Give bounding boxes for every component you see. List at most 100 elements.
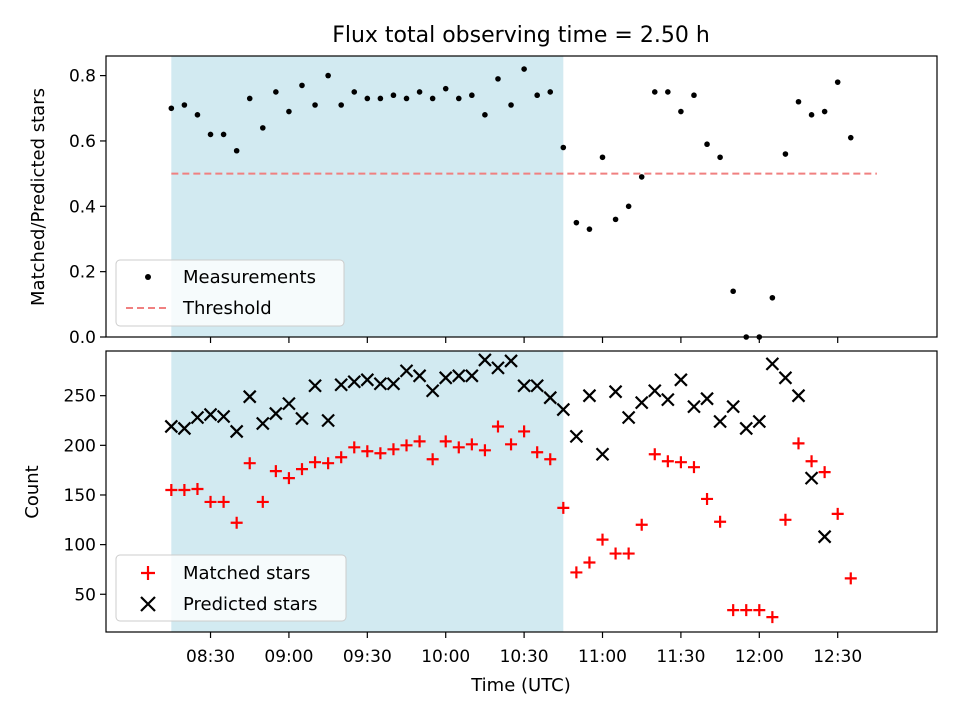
x-tick-label: 11:00 — [578, 647, 627, 667]
count-legend: Matched stars Predicted stars — [115, 554, 347, 622]
matched-stars-point — [674, 456, 687, 469]
measurement-point — [795, 98, 802, 105]
y-tick-label: 150 — [64, 486, 96, 506]
legend-measurements-label: Measurements — [183, 267, 316, 288]
predicted-stars-point — [321, 413, 335, 428]
x-tick-label: 11:30 — [656, 647, 705, 667]
ratio-y-label: Matched/Predicted stars — [28, 88, 49, 306]
matched-stars-point — [374, 447, 387, 460]
predicted-stars-point — [425, 383, 440, 398]
predicted-stars-point — [373, 376, 388, 391]
measurement-point — [834, 79, 841, 85]
chart-title: Flux total observing time = 2.50 h — [332, 23, 710, 48]
matched-stars-point — [844, 572, 857, 585]
x-tick-label: 09:00 — [264, 647, 313, 667]
matched-stars-point — [687, 461, 700, 474]
measurement-point — [678, 108, 684, 115]
ratio-panel: Measurements Threshold 0.0 0.2 0.4 0.6 0.8 M… — [28, 55, 938, 348]
measurement-point — [482, 112, 488, 118]
measurement-point — [299, 82, 305, 89]
measurement-point — [416, 89, 423, 95]
count-y-label: Count — [22, 465, 43, 518]
predicted-stars-point — [269, 406, 283, 421]
predicted-stars-point — [164, 419, 179, 434]
matched-stars-point — [348, 441, 361, 454]
matched-stars-point — [478, 444, 491, 457]
predicted-stars-point — [817, 529, 832, 544]
y-tick-label: 0.4 — [69, 197, 96, 217]
measurement-point — [782, 151, 789, 157]
count-panel: Matched stars Predicted stars 50 100 150 20… — [22, 350, 938, 696]
ratio-y-axis: 0.0 0.2 0.4 0.6 0.8 — [69, 67, 106, 348]
predicted-stars-point — [530, 378, 544, 393]
x-tick-label: 10:30 — [500, 647, 549, 667]
x-axis-label: Time (UTC) — [470, 675, 571, 696]
measurement-point — [508, 102, 514, 108]
measurement-point — [194, 112, 201, 118]
predicted-stars-point — [216, 409, 231, 424]
predicted-stars-point — [399, 364, 414, 378]
matched-stars-point — [426, 453, 439, 466]
measurement-point — [821, 108, 828, 115]
predicted-stars-point — [804, 471, 819, 485]
legend-predicted-marker — [140, 596, 156, 612]
measurement-point — [665, 89, 671, 95]
matched-stars-point — [818, 466, 831, 479]
measurement-point — [638, 174, 645, 180]
predicted-stars-point — [700, 391, 714, 406]
predicted-stars-point — [190, 410, 205, 425]
matched-stars-point — [400, 439, 413, 452]
predicted-stars-point — [229, 424, 244, 439]
measurement-point — [246, 95, 253, 102]
ratio-x-ticks — [209, 337, 839, 343]
predicted-stars-point — [295, 411, 309, 426]
predicted-stars-point — [386, 376, 401, 391]
predicted-stars-point — [308, 378, 322, 393]
matched-stars-point — [779, 513, 792, 526]
predicted-stars-point — [177, 421, 192, 436]
y-tick-label: 250 — [64, 387, 96, 407]
predicted-stars-point — [465, 369, 479, 383]
matched-stars-point — [309, 456, 322, 469]
predicted-stars-point — [582, 388, 597, 403]
measurement-point — [168, 105, 175, 112]
matched-stars-point — [165, 484, 178, 497]
measurement-point — [207, 131, 214, 138]
matched-stars-point — [740, 604, 753, 617]
predicted-stars-point — [569, 429, 584, 444]
matched-stars-point — [635, 518, 648, 531]
legend-matched-marker — [141, 566, 155, 580]
y-tick-label: 0.0 — [69, 328, 96, 348]
measurement-point — [625, 203, 632, 210]
matched-stars-point — [792, 437, 805, 450]
predicted-stars-point — [478, 353, 492, 367]
x-tick-label: 10:00 — [421, 647, 470, 667]
measurement-point — [469, 92, 475, 99]
measurement-point — [547, 89, 554, 95]
ratio-legend: Measurements Threshold — [115, 259, 345, 327]
matched-stars-point — [387, 443, 400, 456]
predicted-stars-point — [203, 407, 218, 422]
matched-stars-point — [648, 448, 661, 461]
predicted-stars-point — [595, 447, 610, 462]
predicted-stars-point — [334, 377, 348, 392]
matched-stars-point — [544, 453, 557, 466]
legend-box — [115, 554, 347, 622]
measurement-point — [495, 76, 501, 82]
predicted-stars-point — [608, 384, 623, 399]
predicted-stars-point — [752, 414, 767, 429]
measurement-point — [181, 102, 188, 108]
measurement-point — [612, 216, 619, 223]
matched-stars-point — [361, 445, 374, 458]
matched-stars-point — [491, 420, 504, 433]
matched-stars-point — [439, 435, 452, 448]
predicted-stars-point — [504, 354, 518, 368]
matched-stars-point — [727, 604, 740, 617]
count-x-ticks: 08:30 09:00 09:30 10:00 10:30 11:00 11:30 12:00… — [186, 632, 862, 667]
matched-stars-point — [622, 547, 635, 560]
measurement-point — [704, 141, 710, 148]
legend-box — [115, 259, 345, 327]
count-y-axis: 50 100 150 200 250 — [64, 387, 106, 605]
matched-stars-point — [335, 451, 348, 464]
measurement-point — [338, 102, 344, 108]
